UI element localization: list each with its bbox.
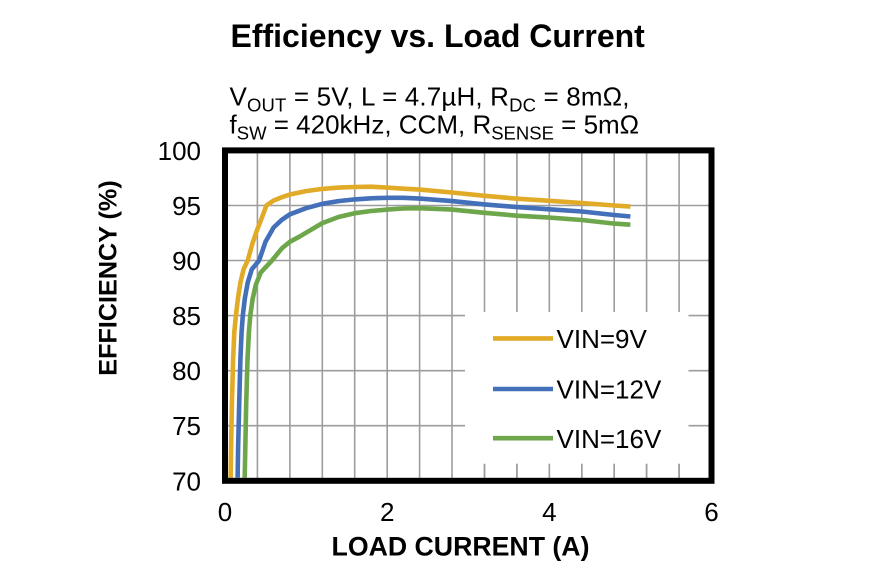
svg-text:VIN=9V: VIN=9V bbox=[557, 324, 648, 354]
svg-text:70: 70 bbox=[172, 466, 201, 496]
svg-text:LOAD CURRENT (A): LOAD CURRENT (A) bbox=[332, 532, 590, 562]
svg-text:EFFICIENCY (%): EFFICIENCY (%) bbox=[95, 180, 123, 375]
svg-text:100: 100 bbox=[158, 136, 201, 166]
svg-text:75: 75 bbox=[172, 411, 201, 441]
svg-text:VIN=12V: VIN=12V bbox=[557, 375, 662, 405]
svg-text:80: 80 bbox=[172, 356, 201, 386]
svg-text:fSW = 420kHz, CCM, RSENSE = 5m: fSW = 420kHz, CCM, RSENSE = 5mΩ bbox=[230, 109, 640, 143]
svg-text:85: 85 bbox=[172, 301, 201, 331]
svg-text:Efficiency vs. Load Current: Efficiency vs. Load Current bbox=[231, 18, 646, 54]
svg-text:VOUT = 5V, L = 4.7µH, RDC = 8m: VOUT = 5V, L = 4.7µH, RDC = 8mΩ, bbox=[230, 81, 630, 115]
svg-text:2: 2 bbox=[380, 497, 394, 527]
svg-text:95: 95 bbox=[172, 191, 201, 221]
svg-text:90: 90 bbox=[172, 246, 201, 276]
svg-text:0: 0 bbox=[218, 497, 232, 527]
svg-text:4: 4 bbox=[542, 497, 556, 527]
svg-text:VIN=16V: VIN=16V bbox=[557, 424, 662, 454]
svg-text:6: 6 bbox=[704, 497, 718, 527]
